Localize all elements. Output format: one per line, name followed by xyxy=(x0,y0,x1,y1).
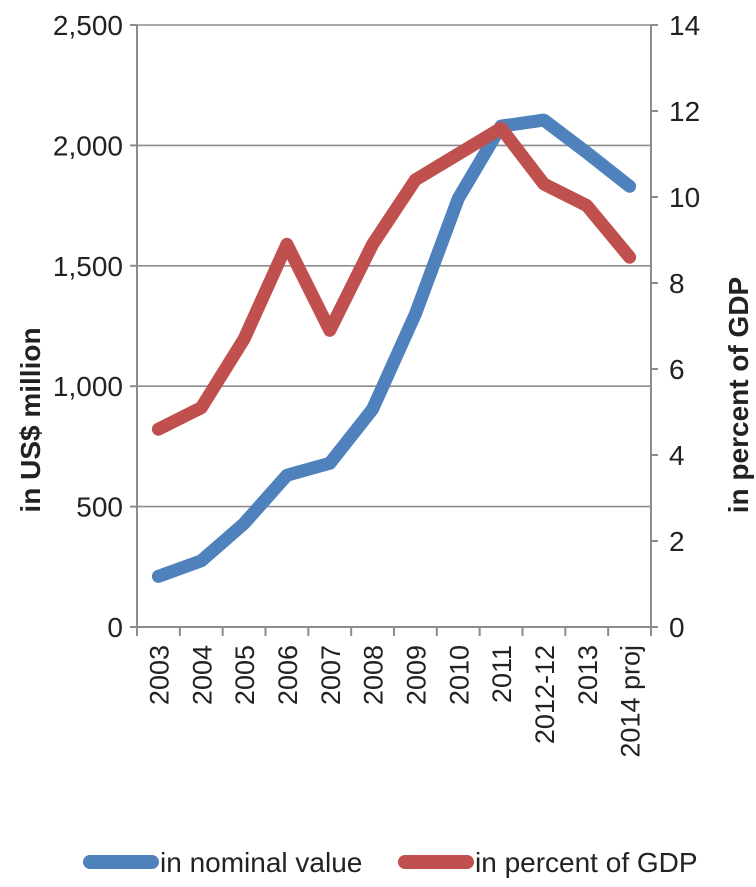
right-tick-label: 6 xyxy=(669,354,685,385)
left-tick-label: 1,500 xyxy=(53,251,123,282)
right-tick-label: 8 xyxy=(669,268,685,299)
left-axis: 0 500 1,000 1,500 2,000 2,500 xyxy=(53,10,138,643)
y2-axis-title: in percent of GDP xyxy=(723,277,754,513)
data-point xyxy=(543,119,545,121)
data-point xyxy=(372,408,374,410)
gridlines xyxy=(137,24,651,508)
right-tick-label: 10 xyxy=(669,182,700,213)
left-tick-label: 500 xyxy=(76,492,123,523)
x-tick-label: 2005 xyxy=(230,645,260,705)
x-axis: 2003 2004 2005 2006 2007 2008 2009 2010 2011 2012… xyxy=(136,626,652,758)
data-point xyxy=(586,152,588,154)
left-tick-label: 0 xyxy=(107,612,123,643)
x-tick-label: 2011 xyxy=(487,645,517,703)
x-tick-label: 2008 xyxy=(359,645,389,705)
left-tick-label: 2,000 xyxy=(53,130,123,161)
data-point xyxy=(243,522,245,524)
legend-label: in percent of GDP xyxy=(475,847,698,878)
data-point xyxy=(414,179,416,181)
x-tick-label: 2006 xyxy=(273,645,303,705)
data-point xyxy=(286,243,288,245)
right-tick-label: 12 xyxy=(669,96,700,127)
data-point xyxy=(629,185,631,187)
x-tick-label: 2007 xyxy=(316,645,346,705)
series-line-nominal xyxy=(151,113,637,583)
data-point xyxy=(200,560,202,562)
right-tick-label: 4 xyxy=(669,440,685,471)
data-point xyxy=(629,256,631,258)
data-point xyxy=(543,183,545,185)
data-point xyxy=(586,205,588,207)
data-point xyxy=(157,575,159,577)
data-point xyxy=(286,474,288,476)
series-line-percent-gdp xyxy=(151,121,637,436)
x-tick-label: 2004 xyxy=(187,645,217,705)
data-point xyxy=(414,313,416,315)
x-tick-label: 2010 xyxy=(444,645,474,705)
data-point xyxy=(329,329,331,331)
x-tick-label: 2013 xyxy=(573,645,603,705)
right-tick-label: 0 xyxy=(669,612,685,643)
x-tick-label: 2012-12 xyxy=(530,645,560,744)
data-point xyxy=(457,153,459,155)
data-point xyxy=(457,197,459,199)
right-tick-label: 14 xyxy=(669,10,700,41)
right-axis: 0 2 4 6 8 10 12 14 xyxy=(650,10,700,643)
left-tick-label: 2,500 xyxy=(53,10,123,41)
data-point xyxy=(500,127,502,129)
x-tick-label: 2009 xyxy=(401,645,431,705)
data-point xyxy=(372,243,374,245)
data-point xyxy=(329,462,331,464)
data-point xyxy=(200,407,202,409)
left-tick-label: 1,000 xyxy=(53,371,123,402)
legend-label: in nominal value xyxy=(160,847,362,878)
series-lines xyxy=(151,113,637,583)
data-point xyxy=(157,428,159,430)
legend: in nominal value in percent of GDP xyxy=(83,847,698,878)
x-tick-label: 2014 proj xyxy=(616,645,646,758)
y-axis-title: in US$ million xyxy=(15,327,46,512)
right-tick-label: 2 xyxy=(669,526,685,557)
x-tick-label: 2003 xyxy=(144,645,174,705)
data-point xyxy=(243,338,245,340)
